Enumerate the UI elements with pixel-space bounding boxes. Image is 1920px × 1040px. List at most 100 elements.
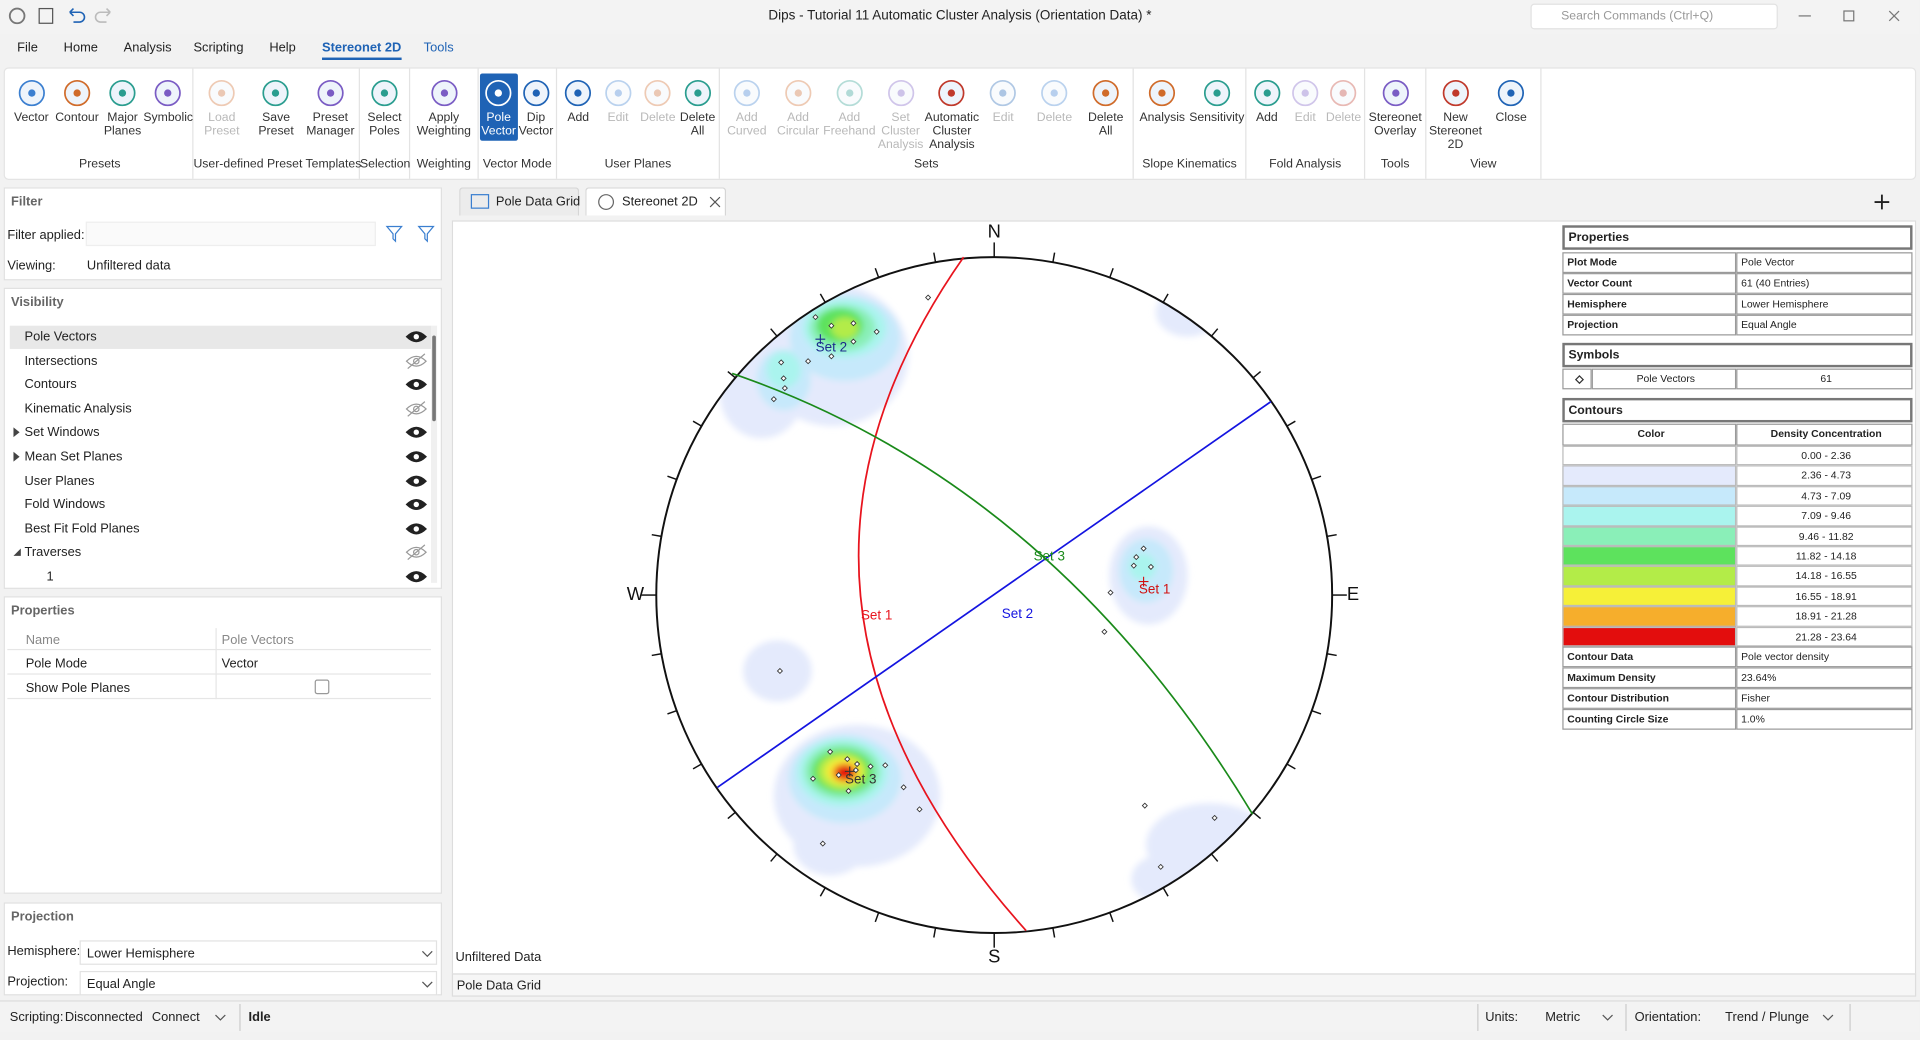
ribbon-button: Delete — [638, 73, 678, 140]
visibility-toggle[interactable] — [405, 569, 427, 584]
ribbon-button[interactable]: New Stereonet 2D — [1428, 73, 1484, 154]
visibility-item[interactable]: Pole Vectors — [9, 325, 431, 349]
visibility-item[interactable]: Mean Set Planes — [10, 446, 431, 469]
ribbon-button[interactable]: Delete All — [678, 73, 718, 140]
icon-dot — [1213, 89, 1221, 97]
menu-tab[interactable]: Help — [269, 40, 296, 56]
visibility-item[interactable]: Set Windows — [10, 422, 431, 445]
ribbon-button: Add Curved — [721, 73, 772, 154]
filter-dropdown[interactable] — [85, 221, 376, 247]
contour-range: 9.46 - 11.82 — [1736, 525, 1913, 547]
info-panel: Properties Plot Mode Pole Vector Vector Cou… — [1562, 224, 1913, 733]
pole — [916, 806, 923, 813]
visibility-toggle[interactable] — [405, 473, 427, 488]
menu-tab[interactable]: Stereonet 2D — [322, 40, 402, 60]
pole — [778, 359, 785, 366]
ribbon-button[interactable]: Symbolic — [143, 73, 193, 140]
dropdown[interactable]: Lower Hemisphere — [79, 940, 438, 965]
connect-dropdown[interactable]: Connect — [151, 1010, 200, 1025]
visibility-toggle[interactable] — [405, 544, 427, 561]
ribbon-button[interactable]: Vector — [9, 73, 55, 140]
ribbon-button[interactable]: Preset Manager — [303, 73, 357, 140]
property-value: Pole vector density — [1736, 646, 1913, 668]
visibility-item[interactable]: Traverses — [10, 542, 431, 565]
dropdown[interactable]: Equal Angle — [79, 970, 438, 996]
item-label: Traverses — [24, 545, 82, 561]
document-tab[interactable]: Stereonet 2D — [585, 187, 727, 216]
ribbon-button[interactable]: Select Poles — [361, 73, 408, 140]
visibility-item[interactable]: Kinematic Analysis — [10, 398, 431, 421]
units-dropdown[interactable]: Metric — [1545, 1010, 1581, 1025]
button-row: Vector Contour Major Planes Symbolic — [7, 69, 193, 141]
contour-swatch — [1562, 505, 1737, 526]
icon-dot — [1507, 89, 1515, 97]
menu-tab[interactable]: Tools — [423, 40, 454, 56]
visibility-toggle[interactable] — [405, 425, 427, 440]
pole — [781, 385, 788, 392]
new-tab[interactable] — [1873, 193, 1890, 210]
ribbon-button[interactable]: Contour — [54, 73, 100, 140]
visibility-item[interactable]: 1 — [10, 566, 431, 589]
contour-range: 11.82 - 14.18 — [1736, 546, 1913, 567]
button-icon — [604, 79, 632, 107]
pole — [828, 353, 835, 360]
menu-tab[interactable]: File — [17, 40, 38, 56]
visibility-item[interactable]: Contours — [10, 374, 431, 397]
mean-pole — [815, 334, 826, 345]
visibility-toggle[interactable] — [405, 329, 427, 344]
dropdown-arrow — [421, 950, 433, 958]
field-label: Hemisphere: — [7, 944, 81, 959]
diamond — [1574, 375, 1585, 385]
section-header: Contours — [1562, 397, 1913, 423]
property-key: Contour Data — [1562, 646, 1737, 668]
ribbon-button[interactable]: Sensitivity — [1189, 73, 1244, 127]
item-label: Pole Vectors — [24, 329, 97, 345]
visibility-item[interactable]: Intersections — [10, 350, 431, 373]
azimuth-tick — [1286, 763, 1296, 770]
ribbon-button[interactable]: Stereonet Overlay — [1366, 73, 1424, 140]
ribbon-button[interactable]: Dip Vector — [517, 73, 554, 140]
ribbon-button[interactable]: Apply Weighting — [411, 73, 476, 140]
visibility-item[interactable]: Best Fit Fold Planes — [10, 518, 431, 541]
ribbon-button[interactable]: Major Planes — [100, 73, 146, 140]
menu-tab[interactable]: Analysis — [123, 40, 172, 56]
ribbon-button[interactable]: Add — [1248, 73, 1286, 127]
document-tab[interactable]: Pole Data Grid — [459, 187, 580, 216]
icon-shape — [208, 79, 235, 107]
bottom-tab[interactable]: Pole Data Grid — [456, 978, 542, 993]
ribbon-button[interactable]: Save Preset — [249, 73, 303, 140]
visibility-toggle[interactable] — [405, 521, 427, 536]
visibility-item[interactable]: User Planes — [10, 470, 431, 493]
ribbon-button[interactable]: Close — [1483, 73, 1539, 154]
azimuth-tick — [1162, 293, 1169, 303]
pole — [1157, 863, 1164, 870]
visibility-toggle[interactable] — [405, 352, 427, 369]
visibility-toggle[interactable] — [405, 449, 427, 464]
visibility-item[interactable]: Fold Windows — [10, 494, 431, 517]
section-title: Filter — [11, 194, 43, 210]
icon-dot — [164, 89, 172, 97]
menu-tab[interactable]: Scripting — [193, 40, 244, 56]
icon-dot — [1451, 89, 1460, 97]
strike — [407, 352, 426, 369]
pole — [1107, 589, 1114, 596]
visibility-toggle[interactable] — [405, 497, 427, 512]
button-label: Delete All — [679, 111, 716, 139]
ribbon-button[interactable]: Automatic Cluster Analysis — [925, 73, 979, 154]
visibility-toggle[interactable] — [405, 377, 427, 392]
contours — [719, 284, 1274, 904]
contour-range: 18.91 - 21.28 — [1736, 606, 1913, 627]
ribbon-button[interactable]: Pole Vector — [479, 73, 518, 141]
ribbon-button[interactable]: Delete All — [1080, 73, 1131, 154]
ribbon-button[interactable]: Analysis — [1135, 73, 1189, 127]
menu-tab[interactable]: Home — [63, 40, 98, 56]
pole — [844, 756, 851, 763]
checkbox[interactable] — [314, 679, 330, 695]
visibility-toggle[interactable] — [405, 400, 427, 417]
azimuth-tick — [1109, 912, 1114, 923]
search-box[interactable]: Search Commands (Ctrl+Q) — [1530, 3, 1778, 30]
orientation-dropdown[interactable]: Trend / Plunge — [1725, 1010, 1810, 1025]
azimuth-tick — [770, 853, 778, 862]
ribbon-button[interactable]: Add — [558, 73, 598, 140]
